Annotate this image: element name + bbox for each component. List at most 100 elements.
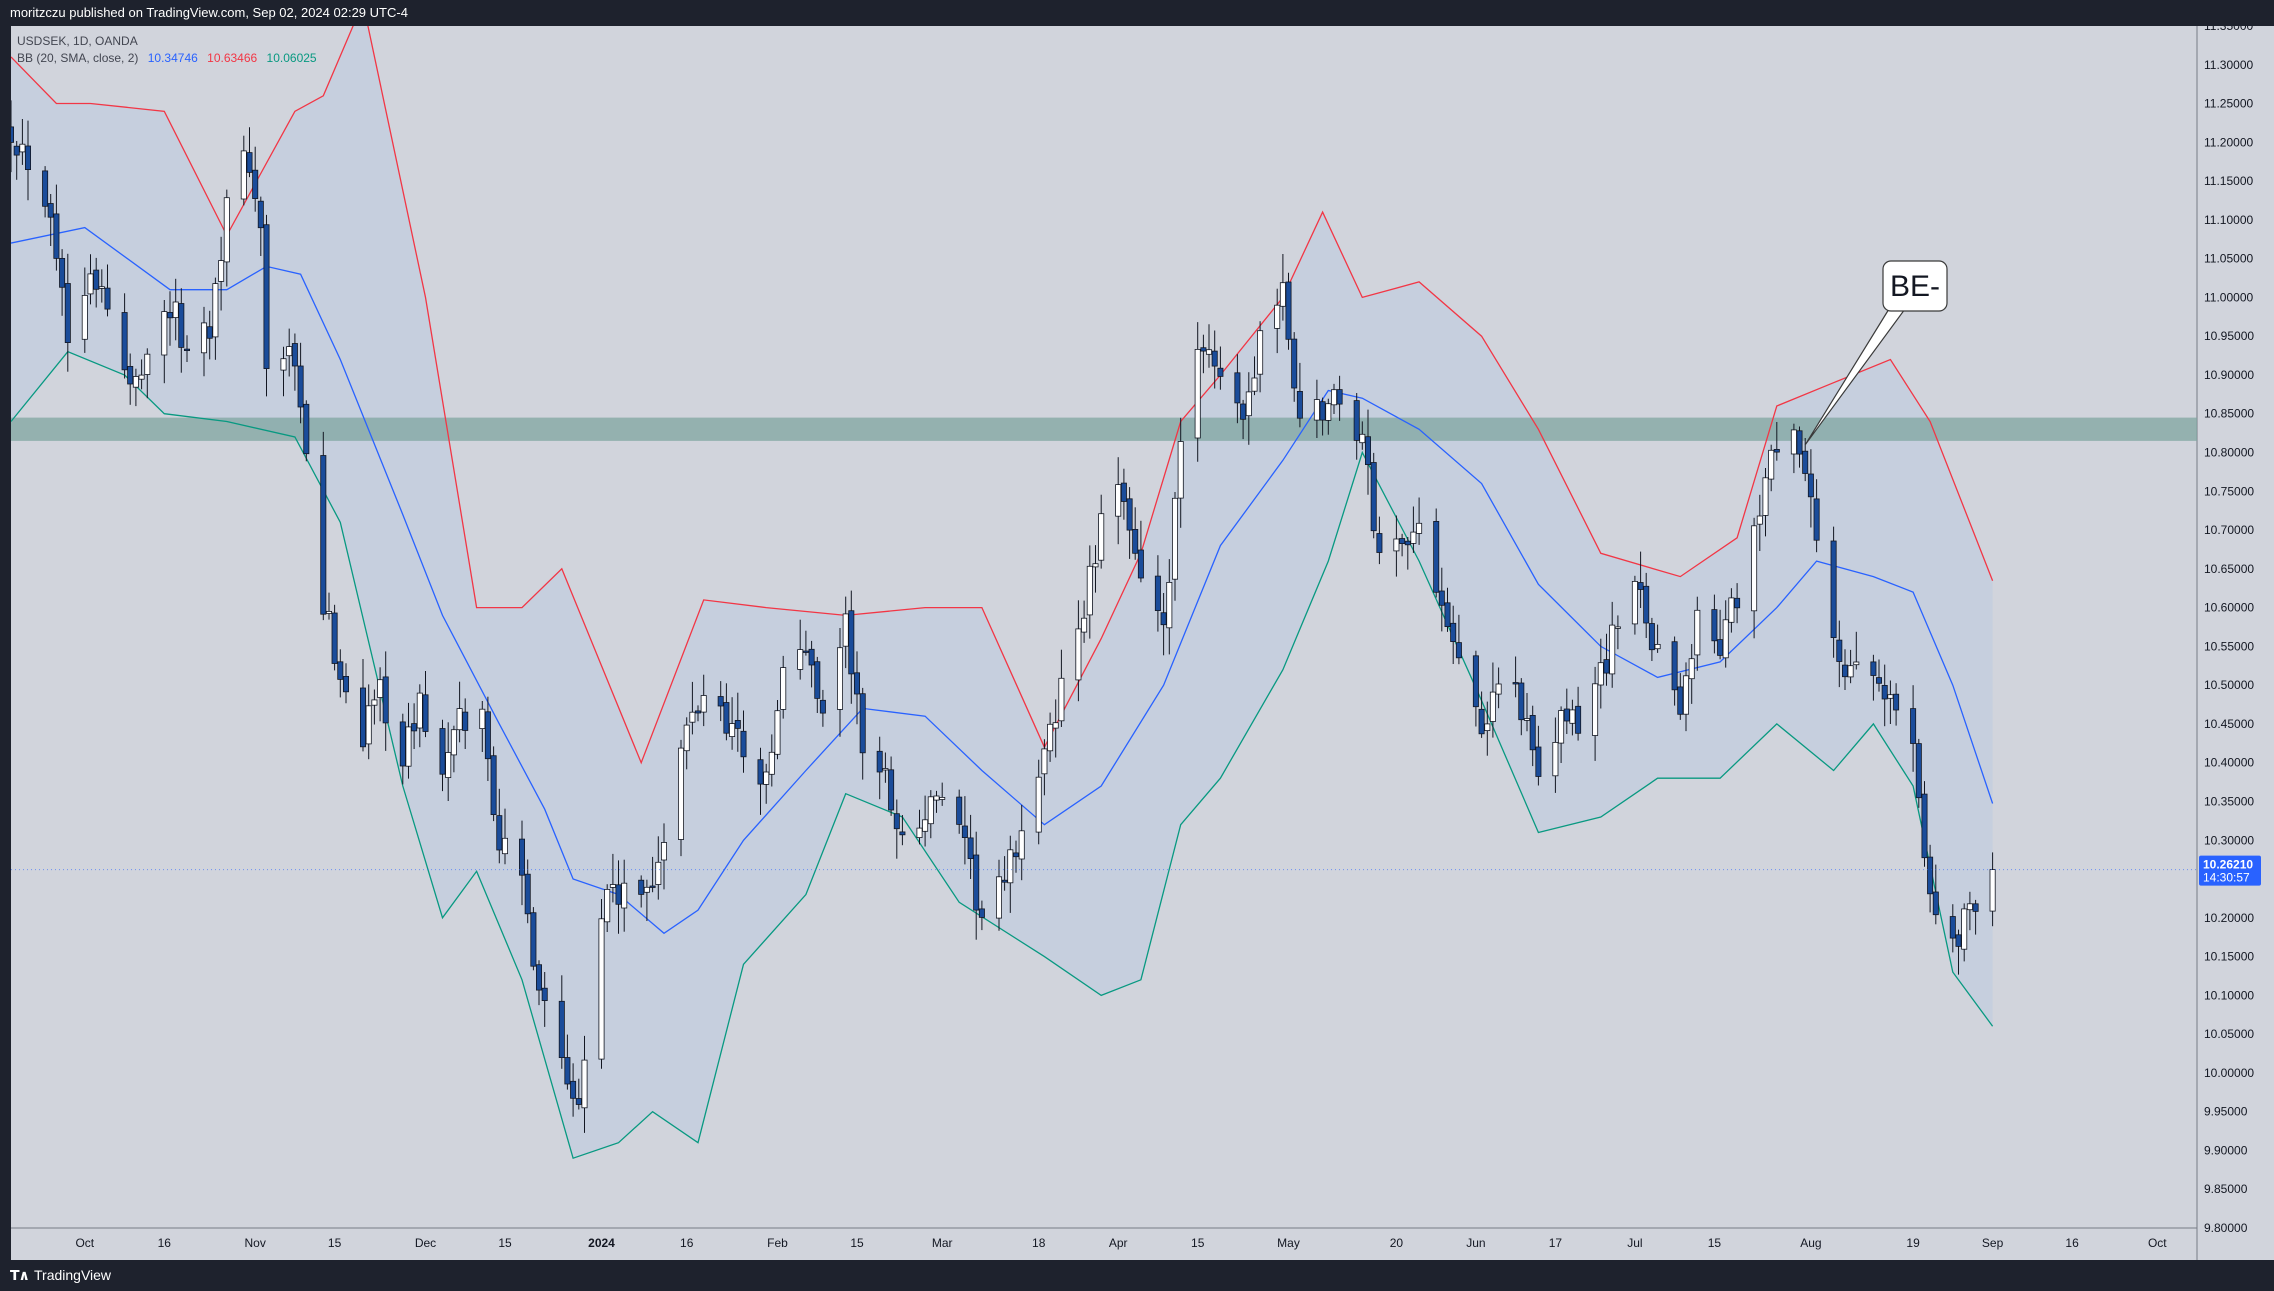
time-tick-label: 16 (680, 1236, 694, 1250)
candle-body (961, 825, 968, 839)
candle (876, 736, 883, 800)
resistance-zone (11, 417, 2197, 441)
candle (519, 820, 526, 906)
candle (1336, 375, 1343, 421)
candle-body (1597, 662, 1604, 686)
candle-body (1927, 856, 1934, 895)
candle (757, 747, 764, 815)
candle (1455, 614, 1462, 665)
candle-body (837, 647, 844, 710)
candle (462, 698, 469, 749)
candle-body (240, 150, 247, 200)
candle (1092, 545, 1099, 593)
candle-body (1790, 429, 1797, 455)
candle (365, 684, 372, 760)
candle-body (609, 884, 616, 888)
candle (598, 899, 605, 1069)
candle (1876, 659, 1883, 692)
candle-body (1932, 891, 1939, 916)
time-tick-label: Sep (1982, 1236, 2004, 1250)
candle-body (1291, 338, 1298, 389)
candle-body (1796, 430, 1803, 455)
candle-body (888, 769, 895, 811)
candle-body (1177, 441, 1184, 499)
candle (723, 683, 730, 741)
candle (1115, 457, 1122, 545)
candle (64, 253, 71, 372)
candle (604, 884, 611, 932)
candle-body (166, 311, 173, 319)
candle (1597, 638, 1604, 709)
candle (819, 689, 826, 727)
price-tick-label: 10.75000 (2204, 484, 2254, 498)
candle (1921, 781, 1928, 867)
candle-body (1120, 482, 1127, 502)
candles (11, 100, 1996, 1133)
candle (1535, 725, 1542, 786)
candle-body (848, 610, 855, 675)
candle (1313, 379, 1320, 438)
candle (717, 681, 724, 722)
candle (104, 264, 111, 317)
candle (768, 734, 775, 787)
candle (1972, 899, 1979, 935)
price-chart[interactable]: BE- 11.35000 11.30000 11.25000 11.20000 11.1… (0, 26, 2274, 1260)
candle-body (183, 348, 190, 352)
time-tick-label: Dec (415, 1236, 436, 1250)
candle-body (740, 730, 747, 758)
candle (183, 335, 190, 362)
symbol-legend: USDSEK, 1D, OANDA (17, 34, 138, 48)
candle (797, 619, 804, 680)
candle-body (223, 197, 230, 263)
candle-body (1915, 743, 1922, 799)
price-axis-background[interactable] (2197, 26, 2274, 1260)
candle (916, 809, 923, 845)
candle (1677, 673, 1684, 720)
candle-body (496, 815, 503, 851)
candle-body (1313, 399, 1320, 421)
candle-body (320, 455, 327, 615)
candle-body (252, 169, 259, 199)
candle-body (64, 283, 71, 343)
candle-body (1296, 390, 1303, 419)
price-tick-label: 11.25000 (2204, 97, 2253, 111)
candle (899, 815, 906, 846)
candle (893, 799, 900, 859)
candle (1160, 593, 1167, 656)
candle (1245, 372, 1252, 445)
candle-body (780, 667, 787, 710)
indicator-legend[interactable]: BB (20, SMA, close, 2) 10.34746 10.63466… (17, 51, 317, 65)
candle-body (808, 648, 815, 666)
candle (286, 328, 293, 377)
candle-body (280, 358, 287, 371)
candle (303, 400, 310, 462)
candle (774, 700, 781, 760)
price-tick-label: 9.85000 (2204, 1182, 2248, 1196)
candle (399, 713, 406, 785)
candle (1524, 693, 1531, 732)
candle (1047, 712, 1054, 762)
candle (280, 346, 287, 397)
candle (1098, 494, 1105, 569)
annotation-callout[interactable]: BE- (1804, 260, 1948, 446)
bb-basis-value: 10.34746 (147, 51, 198, 65)
candle-body (1654, 644, 1661, 650)
tradingview-logo-icon[interactable]: 𝗧∧ (10, 1267, 30, 1283)
candle-body (729, 723, 736, 737)
candle-body (218, 260, 225, 282)
price-tick-label: 10.15000 (2204, 950, 2254, 964)
candle (490, 746, 497, 822)
candle-body (876, 750, 883, 773)
candle-body (1376, 533, 1383, 553)
candle-body (1569, 709, 1576, 724)
candle-body (763, 771, 770, 785)
candle-body (365, 705, 372, 745)
candle-body (1166, 582, 1173, 629)
candle (1376, 516, 1383, 565)
candle (814, 656, 821, 713)
candle (1075, 600, 1082, 702)
candle-body (541, 987, 548, 1002)
time-tick-label: 16 (158, 1236, 172, 1250)
candle-body (1455, 642, 1462, 659)
candle-body (939, 797, 946, 800)
